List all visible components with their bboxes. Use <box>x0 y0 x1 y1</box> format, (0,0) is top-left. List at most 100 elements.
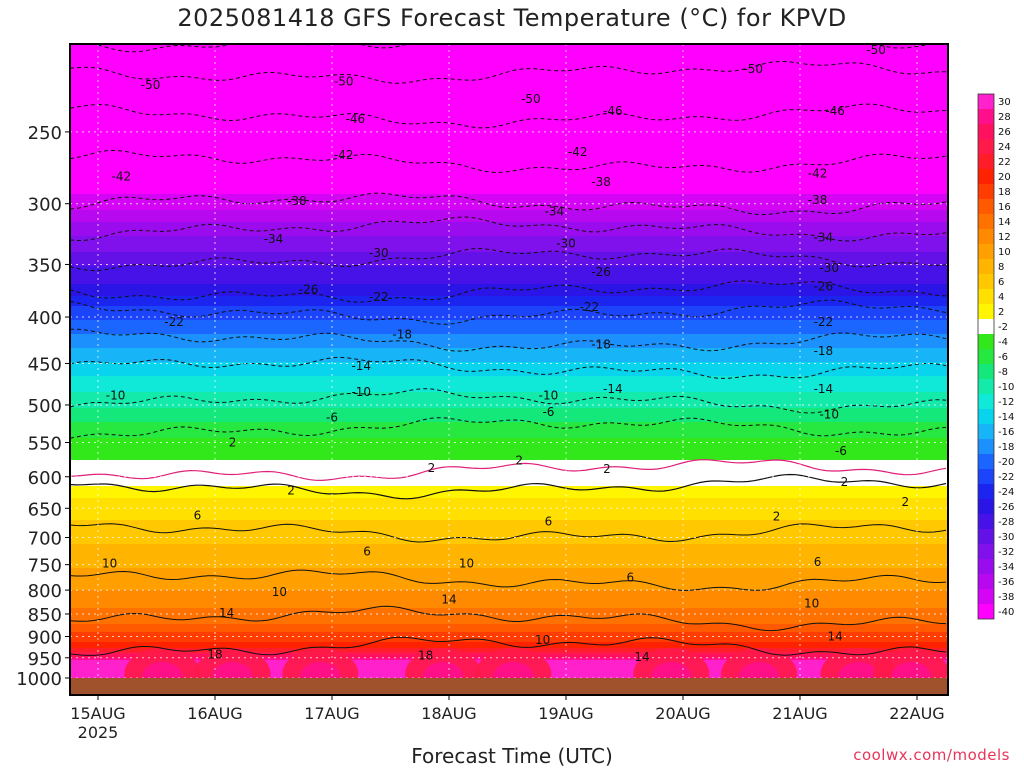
temperature-band <box>70 612 948 615</box>
colorbar-cell <box>978 589 994 604</box>
temperature-band <box>70 616 948 619</box>
temperature-band <box>70 92 948 95</box>
temperature-band <box>70 502 948 505</box>
plot-frame <box>69 43 949 696</box>
temperature-band <box>70 622 948 625</box>
temperature-band <box>70 500 948 503</box>
temperature-band <box>70 280 948 283</box>
temperature-band <box>70 414 948 417</box>
temperature-band <box>70 560 948 563</box>
temperature-band <box>70 290 948 293</box>
temperature-band <box>70 480 948 483</box>
chart-title: 2025081418 GFS Forecast Temperature (°C)… <box>177 4 847 32</box>
temperature-band <box>70 450 948 453</box>
temperature-band <box>70 246 948 249</box>
temperature-band <box>70 310 948 313</box>
temperature-band <box>70 482 948 485</box>
contour-label: -30 <box>556 237 576 251</box>
contour-label: -22 <box>164 315 184 329</box>
temperature-band <box>70 298 948 301</box>
contour-label: -18 <box>591 338 611 352</box>
contour-label: -50 <box>743 62 763 76</box>
temperature-band <box>70 624 948 627</box>
temperature-band <box>70 74 948 77</box>
y-tick-label: 950 <box>28 649 62 670</box>
temperature-band <box>70 64 948 67</box>
temperature-band <box>70 228 948 231</box>
temperature-band <box>70 238 948 241</box>
temperature-band <box>70 486 948 489</box>
temperature-band <box>70 474 948 477</box>
temperature-band <box>70 156 948 159</box>
temperature-band <box>70 266 948 269</box>
temperature-band <box>70 466 948 469</box>
temperature-band <box>70 256 948 259</box>
contour-label: 14 <box>634 650 649 664</box>
temperature-band <box>70 106 948 109</box>
temperature-band <box>70 58 948 61</box>
temperature-band <box>70 468 948 471</box>
colorbar-cell <box>978 139 994 154</box>
temperature-band <box>70 472 948 475</box>
temperature-band <box>70 356 948 359</box>
y-tick-label: 800 <box>28 581 62 602</box>
colorbar-cell <box>978 484 994 499</box>
temperature-band <box>70 618 948 621</box>
source-credit: coolwx.com/models <box>853 746 1010 764</box>
temperature-band <box>70 406 948 409</box>
temperature-band <box>70 350 948 353</box>
contour-label: -22 <box>580 300 600 314</box>
temperature-band <box>70 550 948 553</box>
contour-label: -50 <box>521 92 541 106</box>
isotherm-line <box>70 605 947 632</box>
colorbar-cell <box>978 319 994 334</box>
temperature-band <box>70 462 948 465</box>
contour-label: -42 <box>568 145 588 159</box>
colorbar-cell <box>978 289 994 304</box>
temperature-band <box>70 282 948 285</box>
contour-label: -46 <box>346 112 366 126</box>
temperature-band <box>70 512 948 515</box>
y-tick-label: 350 <box>28 255 62 276</box>
temperature-band <box>70 152 948 155</box>
temperature-band <box>70 582 948 585</box>
temperature-band <box>70 182 948 185</box>
contour-label: -14 <box>603 382 623 396</box>
temperature-band <box>70 242 948 245</box>
temperature-band <box>70 272 948 275</box>
temperature-band <box>70 630 948 633</box>
temperature-band <box>70 626 948 629</box>
contour-label: 6 <box>627 571 635 585</box>
temperature-band <box>70 216 948 219</box>
temperature-band <box>70 138 948 141</box>
isotherm-line <box>70 247 947 272</box>
temperature-band <box>70 124 948 127</box>
temperature-band <box>70 516 948 519</box>
temperature-band <box>70 198 948 201</box>
temperature-band <box>70 126 948 129</box>
temperature-band <box>70 252 948 255</box>
temperature-band <box>70 524 948 527</box>
colorbar-label: 26 <box>998 127 1011 138</box>
colorbar-cell <box>978 94 994 109</box>
temperature-band <box>70 84 948 87</box>
temperature-band <box>70 172 948 175</box>
temperature-band <box>70 166 948 169</box>
temperature-band <box>70 602 948 605</box>
temperature-band <box>70 68 948 71</box>
temperature-band <box>70 470 948 473</box>
temperature-band <box>70 534 948 537</box>
contour-label: 2 <box>515 454 523 468</box>
temperature-band <box>70 596 948 599</box>
contour-label: 10 <box>102 557 117 571</box>
colorbar-cell <box>978 169 994 184</box>
temperature-band <box>70 388 948 391</box>
temperature-band <box>70 574 948 577</box>
colorbar-cell <box>978 304 994 319</box>
temperature-band <box>70 274 948 277</box>
isotherm-line <box>87 44 946 53</box>
contour-label: -46 <box>603 104 623 118</box>
contour-label: -30 <box>819 261 839 275</box>
temperature-band <box>70 300 948 303</box>
temperature-band <box>70 306 948 309</box>
